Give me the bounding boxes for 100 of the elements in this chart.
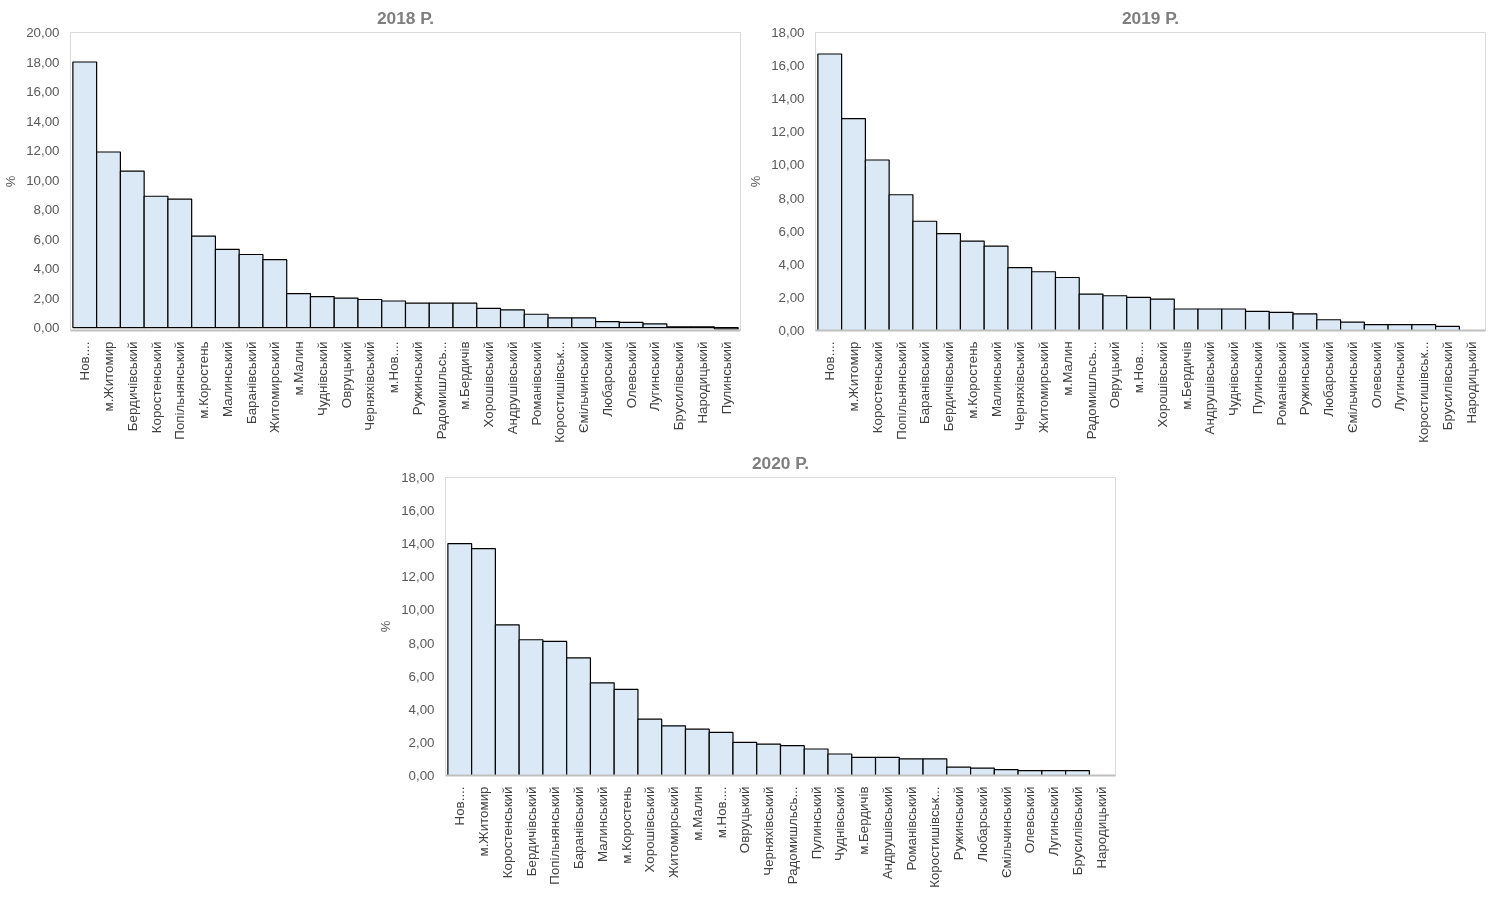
x-tick-label: Коростишівськ... xyxy=(1416,341,1432,443)
x-tick-label: Нов.... xyxy=(822,341,838,381)
x-tick-label: Попільнянський xyxy=(893,341,909,440)
y-tick-label: 16,00 xyxy=(26,84,60,100)
x-tick-label: Любарський xyxy=(1321,341,1337,417)
x-tick-label: Радомишльсь... xyxy=(784,786,800,885)
x-tick-label: м.Житомир xyxy=(476,786,492,857)
x-tick-label: Ружинський xyxy=(409,341,425,416)
x-tick-label: м.Коростень xyxy=(196,341,212,419)
y-tick-label: 14,00 xyxy=(771,91,805,107)
x-tick-label: м.Малин xyxy=(1059,341,1075,396)
x-tick-label: Олевський xyxy=(623,341,639,409)
x-tick-label: м.Малин xyxy=(291,341,307,396)
x-tick-label: Бердичівський xyxy=(941,341,957,432)
y-tick-label: 12,00 xyxy=(26,143,60,159)
x-tick-label: Чуднівський xyxy=(1226,341,1242,416)
x-tick-label: Андрушівський xyxy=(1202,341,1218,435)
x-tick-label: Ружинський xyxy=(1297,341,1313,416)
x-tick-label: Коростишівськ... xyxy=(927,786,943,888)
y-tick-label: 0,00 xyxy=(33,320,60,336)
x-tick-label: Андрушівський xyxy=(504,341,520,435)
x-tick-label: Радомишльсь... xyxy=(433,341,449,440)
x-tick-label: Ємільчинський xyxy=(1344,341,1360,434)
y-tick-label: 16,00 xyxy=(401,503,435,519)
y-tick-label: 0,00 xyxy=(408,768,435,783)
x-tick-label: Хорошівський xyxy=(642,786,658,873)
x-tick-label: м.Коростень xyxy=(964,341,980,419)
x-tick-label: Пулинський xyxy=(718,341,734,415)
x-tick-label: Хорошівський xyxy=(481,341,497,428)
chart-title: 2019 Р. xyxy=(1121,7,1180,28)
x-tick-label: Брусилівський xyxy=(671,341,687,431)
x-tick-label: Пулинський xyxy=(808,786,824,860)
x-tick-label: Попільнянський xyxy=(172,341,188,440)
x-tick-label: Баранівський xyxy=(571,786,587,870)
x-tick-label: Черняхівський xyxy=(362,341,378,431)
x-tick-label: Романівський xyxy=(1273,341,1289,426)
y-tick-label: 18,00 xyxy=(26,54,60,70)
y-tick-label: 8,00 xyxy=(778,190,805,206)
y-tick-label: 2,00 xyxy=(33,290,60,306)
x-tick-label: м.Бердичів xyxy=(1178,341,1194,410)
x-tick-label: Малинський xyxy=(219,341,235,418)
y-tick-label: 12,00 xyxy=(401,569,435,585)
x-tick-label: Житомирський xyxy=(666,786,682,878)
y-tick-label: 6,00 xyxy=(408,668,435,684)
x-tick-label: Брусилівський xyxy=(1069,786,1085,876)
x-tick-label: м.Бердичів xyxy=(856,786,872,855)
y-tick-label: 12,00 xyxy=(771,124,805,140)
y-tick-label: 8,00 xyxy=(408,635,435,651)
x-tick-label: Черняхівський xyxy=(761,786,777,876)
x-tick-label: Лугинський xyxy=(1046,786,1062,857)
y-tick-label: 4,00 xyxy=(33,261,60,277)
y-tick-label: 4,00 xyxy=(408,701,435,717)
chart-title: 2020 Р. xyxy=(751,452,810,473)
x-tick-label: м.Житомир xyxy=(101,341,117,412)
y-tick-label: 14,00 xyxy=(26,113,60,129)
y-tick-label: 18,00 xyxy=(401,470,435,485)
x-tick-label: Олевський xyxy=(1022,786,1038,854)
x-tick-label: Пулинський xyxy=(1249,341,1265,415)
x-tick-label: Попільнянський xyxy=(547,786,563,885)
x-tick-label: м.Коростень xyxy=(618,786,634,864)
x-tick-label: Народицький xyxy=(1093,786,1109,869)
x-tick-label: м.Житомир xyxy=(846,341,862,412)
y-axis-title: % xyxy=(748,175,764,188)
y-tick-label: 6,00 xyxy=(33,231,60,247)
x-tick-label: м.Бердичів xyxy=(457,341,473,410)
y-tick-label: 2,00 xyxy=(778,289,805,305)
y-tick-label: 14,00 xyxy=(401,536,435,552)
y-axis-title: % xyxy=(3,175,19,188)
x-tick-label: Народицький xyxy=(1463,341,1479,424)
x-tick-label: Баранівський xyxy=(243,341,259,425)
y-tick-label: 10,00 xyxy=(401,602,435,618)
y-tick-label: 16,00 xyxy=(771,58,805,74)
x-tick-label: Любарський xyxy=(974,786,990,862)
y-tick-label: 0,00 xyxy=(778,323,805,338)
x-tick-label: Овруцький xyxy=(338,341,354,409)
x-tick-label: Романівський xyxy=(903,786,919,871)
y-tick-label: 10,00 xyxy=(771,157,805,173)
x-tick-label: Баранівський xyxy=(917,341,933,425)
x-tick-label: Ружинський xyxy=(951,786,967,861)
x-tick-label: Бердичівський xyxy=(124,341,140,432)
x-tick-label: Радомишльсь... xyxy=(1083,341,1099,440)
x-tick-label: Брусилівський xyxy=(1439,341,1455,431)
x-tick-label: Коростенський xyxy=(148,341,164,434)
x-tick-label: Хорошівський xyxy=(1154,341,1170,428)
x-tick-label: Ємільчинський xyxy=(998,786,1014,879)
x-tick-label: Чуднівський xyxy=(832,786,848,861)
x-tick-label: Ємільчинський xyxy=(576,341,592,434)
y-tick-label: 8,00 xyxy=(33,202,60,218)
x-tick-label: Житомирський xyxy=(267,341,283,433)
x-tick-label: Нов.... xyxy=(452,786,468,826)
x-tick-label: Лугинський xyxy=(1392,341,1408,412)
x-tick-label: м.Нов.... xyxy=(1131,341,1147,394)
y-axis-title: % xyxy=(378,620,394,633)
x-tick-label: Любарський xyxy=(599,341,615,417)
chart-title: 2018 Р. xyxy=(376,7,435,28)
y-tick-label: 20,00 xyxy=(26,25,60,40)
y-tick-label: 2,00 xyxy=(408,734,435,750)
x-tick-label: Лугинський xyxy=(647,341,663,412)
y-tick-label: 6,00 xyxy=(778,223,805,239)
x-tick-label: м.Нов.... xyxy=(713,786,729,839)
